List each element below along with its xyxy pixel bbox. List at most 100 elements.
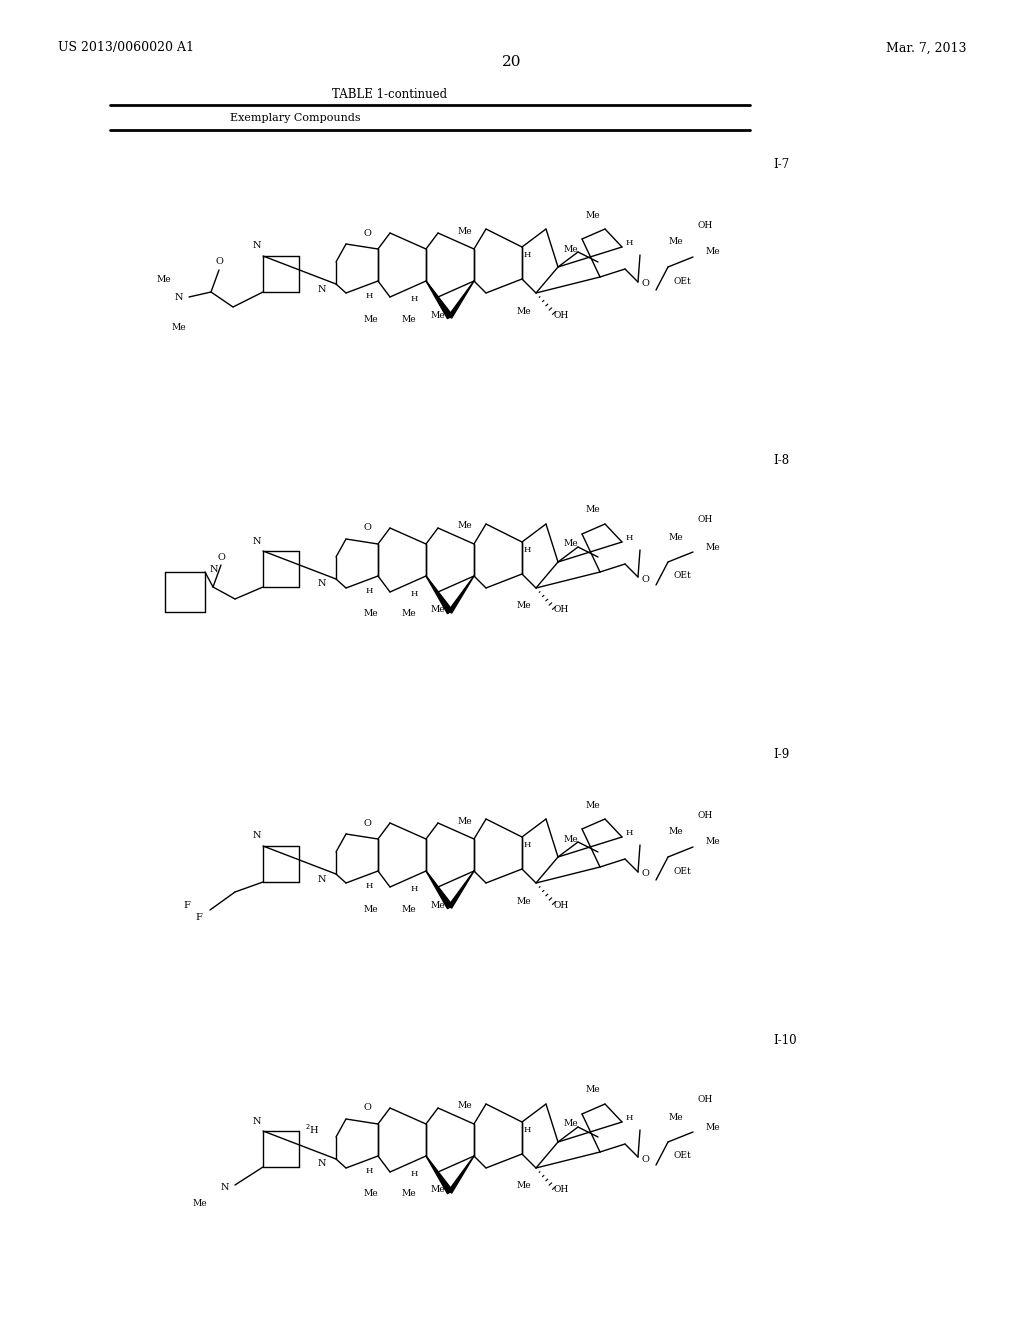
Text: H: H xyxy=(366,292,373,300)
Text: OH: OH xyxy=(554,900,569,909)
Text: H: H xyxy=(524,841,531,849)
Text: Me: Me xyxy=(193,1199,207,1208)
Text: H: H xyxy=(411,590,418,598)
Text: N: N xyxy=(317,874,326,883)
Text: Me: Me xyxy=(563,540,578,549)
Polygon shape xyxy=(449,576,474,612)
Polygon shape xyxy=(426,1156,453,1193)
Polygon shape xyxy=(449,281,474,318)
Text: OEt: OEt xyxy=(673,1151,691,1160)
Text: Me: Me xyxy=(458,521,472,531)
Text: I-9: I-9 xyxy=(773,748,790,762)
Text: O: O xyxy=(215,257,223,267)
Polygon shape xyxy=(449,1156,474,1193)
Text: H: H xyxy=(411,294,418,304)
Text: H: H xyxy=(366,1167,373,1175)
Text: OEt: OEt xyxy=(673,572,691,581)
Text: Me: Me xyxy=(516,1181,531,1191)
Polygon shape xyxy=(426,871,453,908)
Text: Me: Me xyxy=(431,606,445,615)
Text: Me: Me xyxy=(586,800,600,809)
Text: Me: Me xyxy=(364,1189,378,1199)
Text: OH: OH xyxy=(554,310,569,319)
Text: Me: Me xyxy=(705,1122,720,1131)
Text: Me: Me xyxy=(431,1185,445,1195)
Text: Me: Me xyxy=(402,314,417,323)
Text: H: H xyxy=(524,251,531,259)
Text: O: O xyxy=(364,1104,371,1113)
Text: H: H xyxy=(524,546,531,554)
Text: Me: Me xyxy=(402,610,417,619)
Text: Me: Me xyxy=(458,817,472,825)
Text: Me: Me xyxy=(458,227,472,235)
Text: O: O xyxy=(217,553,225,561)
Text: N: N xyxy=(253,1117,261,1126)
Text: OEt: OEt xyxy=(673,276,691,285)
Text: Me: Me xyxy=(402,1189,417,1199)
Text: OEt: OEt xyxy=(673,866,691,875)
Text: O: O xyxy=(641,1155,649,1163)
Text: Me: Me xyxy=(669,532,683,541)
Text: F: F xyxy=(183,900,190,909)
Text: OH: OH xyxy=(697,1096,713,1105)
Polygon shape xyxy=(449,871,474,908)
Text: N: N xyxy=(253,242,261,251)
Text: H: H xyxy=(524,1126,531,1134)
Text: H: H xyxy=(411,884,418,894)
Text: Me: Me xyxy=(364,904,378,913)
Text: O: O xyxy=(364,228,371,238)
Text: US 2013/0060020 A1: US 2013/0060020 A1 xyxy=(58,41,194,54)
Text: OH: OH xyxy=(554,1185,569,1195)
Text: I-10: I-10 xyxy=(773,1034,797,1047)
Text: I-8: I-8 xyxy=(773,454,790,466)
Text: Me: Me xyxy=(364,314,378,323)
Text: TABLE 1-continued: TABLE 1-continued xyxy=(333,88,447,102)
Text: $^{2}$H: $^{2}$H xyxy=(305,1122,319,1137)
Text: Me: Me xyxy=(364,610,378,619)
Text: N: N xyxy=(253,536,261,545)
Text: N: N xyxy=(317,1159,326,1168)
Text: Me: Me xyxy=(586,210,600,219)
Text: F: F xyxy=(196,913,202,923)
Text: H: H xyxy=(366,882,373,890)
Text: O: O xyxy=(641,574,649,583)
Text: N: N xyxy=(174,293,183,301)
Text: Me: Me xyxy=(431,310,445,319)
Text: Me: Me xyxy=(669,238,683,247)
Text: I-7: I-7 xyxy=(773,158,790,172)
Text: Me: Me xyxy=(458,1101,472,1110)
Text: Me: Me xyxy=(172,322,186,331)
Text: Me: Me xyxy=(705,248,720,256)
Text: Me: Me xyxy=(705,543,720,552)
Text: Me: Me xyxy=(586,506,600,515)
Text: Me: Me xyxy=(157,275,171,284)
Text: H: H xyxy=(626,239,634,247)
Polygon shape xyxy=(426,576,453,614)
Text: O: O xyxy=(364,524,371,532)
Text: Me: Me xyxy=(516,306,531,315)
Polygon shape xyxy=(426,281,453,318)
Text: OH: OH xyxy=(554,606,569,615)
Text: N: N xyxy=(317,579,326,589)
Text: OH: OH xyxy=(697,810,713,820)
Text: Me: Me xyxy=(669,1113,683,1122)
Text: Me: Me xyxy=(705,837,720,846)
Text: Me: Me xyxy=(563,244,578,253)
Text: H: H xyxy=(411,1170,418,1177)
Text: OH: OH xyxy=(697,220,713,230)
Text: OH: OH xyxy=(697,516,713,524)
Text: O: O xyxy=(364,818,371,828)
Text: Me: Me xyxy=(586,1085,600,1094)
Text: H: H xyxy=(626,829,634,837)
Text: O: O xyxy=(641,870,649,879)
Text: Me: Me xyxy=(563,834,578,843)
Text: O: O xyxy=(641,280,649,289)
Text: 20: 20 xyxy=(502,55,522,69)
Text: N: N xyxy=(317,285,326,293)
Text: Me: Me xyxy=(516,602,531,610)
Text: N: N xyxy=(220,1183,229,1192)
Text: Me: Me xyxy=(669,828,683,837)
Text: Me: Me xyxy=(516,896,531,906)
Text: H: H xyxy=(626,535,634,543)
Text: Mar. 7, 2013: Mar. 7, 2013 xyxy=(886,41,966,54)
